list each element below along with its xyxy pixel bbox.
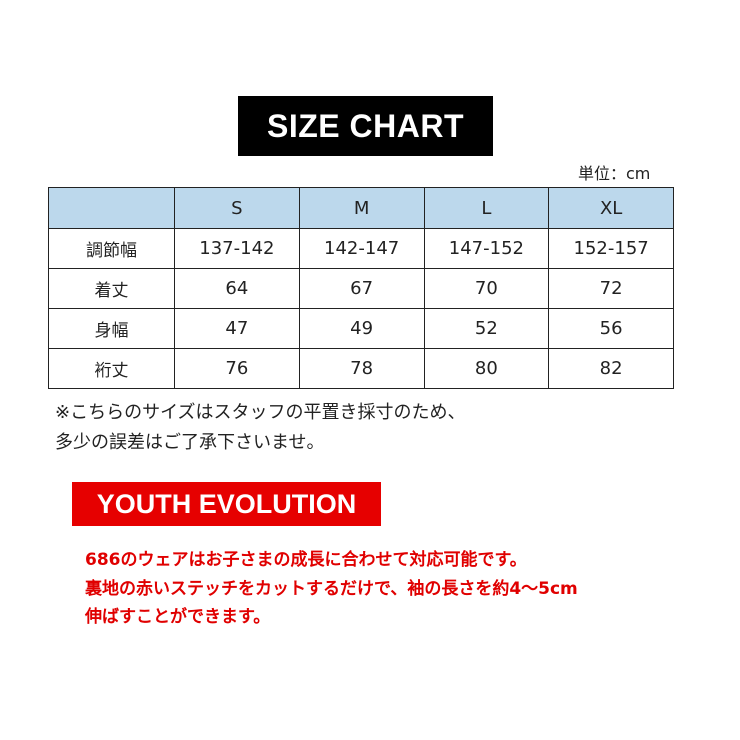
table-row: 着丈 64 67 70 72 (48, 268, 674, 309)
row-label: 調節幅 (48, 228, 175, 269)
row-label: 身幅 (48, 308, 175, 349)
table-cell: 147-152 (423, 228, 550, 269)
table-cell: 142-147 (298, 228, 425, 269)
size-chart-title: SIZE CHART (238, 96, 493, 156)
measurement-note: ※こちらのサイズはスタッフの平置き採寸のため、 (55, 402, 466, 423)
table-cell: 49 (298, 308, 425, 349)
youth-description-line: 伸ばすことができます。 (85, 607, 271, 627)
table-header-row: S M L XL (48, 187, 674, 229)
header-cell: L (423, 187, 550, 229)
measurement-note: 多少の誤差はご了承下さいませ。 (55, 432, 325, 453)
header-cell: M (298, 187, 425, 229)
table-cell: 47 (174, 308, 300, 349)
table-cell: 137-142 (174, 228, 300, 269)
youth-description-line: 裏地の赤いステッチをカットするだけで、袖の長さを約4～5cm (85, 579, 578, 599)
header-cell: S (174, 187, 300, 229)
row-label: 裄丈 (48, 348, 175, 389)
table-cell: 70 (423, 268, 550, 309)
header-cell (48, 187, 175, 229)
table-row: 裄丈 76 78 80 82 (48, 348, 674, 389)
table-cell: 72 (548, 268, 674, 309)
table-cell: 76 (174, 348, 300, 389)
youth-description-line: 686のウェアはお子さまの成長に合わせて対応可能です。 (85, 550, 527, 570)
table-cell: 67 (298, 268, 425, 309)
table-cell: 80 (423, 348, 550, 389)
unit-label: 単位：cm (578, 164, 651, 183)
table-cell: 78 (298, 348, 425, 389)
table-cell: 82 (548, 348, 674, 389)
table-cell: 52 (423, 308, 550, 349)
table-cell: 64 (174, 268, 300, 309)
youth-evolution-label: YOUTH EVOLUTION (72, 482, 381, 526)
table-row: 調節幅 137-142 142-147 147-152 152-157 (48, 228, 674, 269)
table-cell: 152-157 (548, 228, 674, 269)
row-label: 着丈 (48, 268, 175, 309)
header-cell: XL (548, 187, 674, 229)
size-table: S M L XL 調節幅 137-142 142-147 147-152 152… (48, 187, 674, 389)
table-cell: 56 (548, 308, 674, 349)
table-row: 身幅 47 49 52 56 (48, 308, 674, 349)
